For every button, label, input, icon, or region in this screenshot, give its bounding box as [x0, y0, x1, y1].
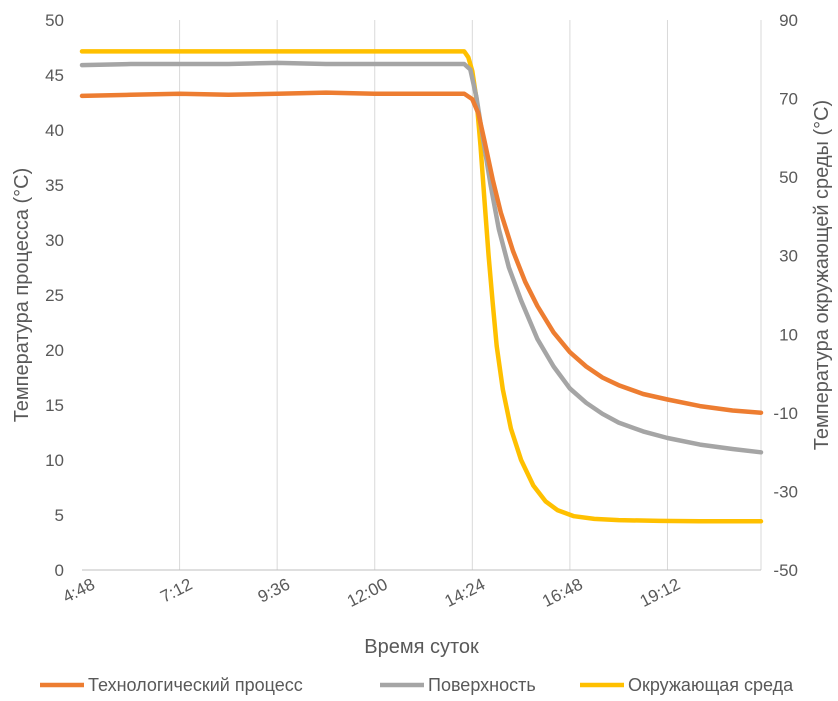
y-tick-label: 50 — [45, 11, 64, 30]
y-tick-label: 45 — [45, 66, 64, 85]
y-tick-label: 10 — [45, 451, 64, 470]
y2-tick-label: 10 — [779, 325, 798, 344]
y-tick-label: 15 — [45, 396, 64, 415]
x-tick-label: 16:48 — [539, 575, 586, 611]
y2-tick-label: 30 — [779, 247, 798, 266]
y2-tick-label: -50 — [773, 561, 798, 580]
y-tick-label: 35 — [45, 176, 64, 195]
x-tick-label: 19:12 — [637, 575, 684, 611]
y-tick-label: 20 — [45, 341, 64, 360]
series-line — [79, 49, 764, 524]
legend: Технологический процесс Поверхность Окружа… — [40, 675, 794, 695]
series-line — [79, 60, 764, 455]
legend-label: Поверхность — [428, 675, 536, 695]
x-tick-label: 14:24 — [442, 575, 489, 611]
y-axis-ticks: 0 5 10 15 20 25 30 35 40 45 50 — [45, 11, 64, 580]
y-tick-label: 40 — [45, 121, 64, 140]
y-tick-label: 5 — [55, 506, 64, 525]
series-line — [79, 90, 764, 415]
series-layer — [79, 49, 764, 524]
y2-tick-label: 50 — [779, 168, 798, 187]
legend-label: Окружающая среда — [628, 675, 794, 695]
x-tick-label: 4:48 — [60, 575, 98, 607]
legend-label: Технологический процесс — [88, 675, 303, 695]
y-tick-label: 25 — [45, 286, 64, 305]
y2-axis-ticks: -50 -30 -10 10 30 50 70 90 — [773, 11, 798, 580]
x-axis-ticks: 4:48 7:12 9:36 12:00 14:24 16:48 19:12 — [60, 575, 684, 611]
y2-axis-title: Температура окружающей среды (°C) — [811, 100, 833, 450]
y2-tick-label: -10 — [773, 404, 798, 423]
x-axis-title: Время суток — [364, 636, 479, 658]
y2-tick-label: 90 — [779, 11, 798, 30]
y-axis-title: Температура процесса (°C) — [11, 168, 33, 423]
y-tick-label: 30 — [45, 231, 64, 250]
x-tick-label: 12:00 — [344, 575, 391, 611]
grid-lines — [179, 20, 762, 570]
x-tick-label: 9:36 — [255, 575, 293, 607]
y2-tick-label: -30 — [773, 482, 798, 501]
y-tick-label: 0 — [55, 561, 64, 580]
y2-tick-label: 70 — [779, 90, 798, 109]
x-tick-label: 7:12 — [157, 575, 195, 607]
